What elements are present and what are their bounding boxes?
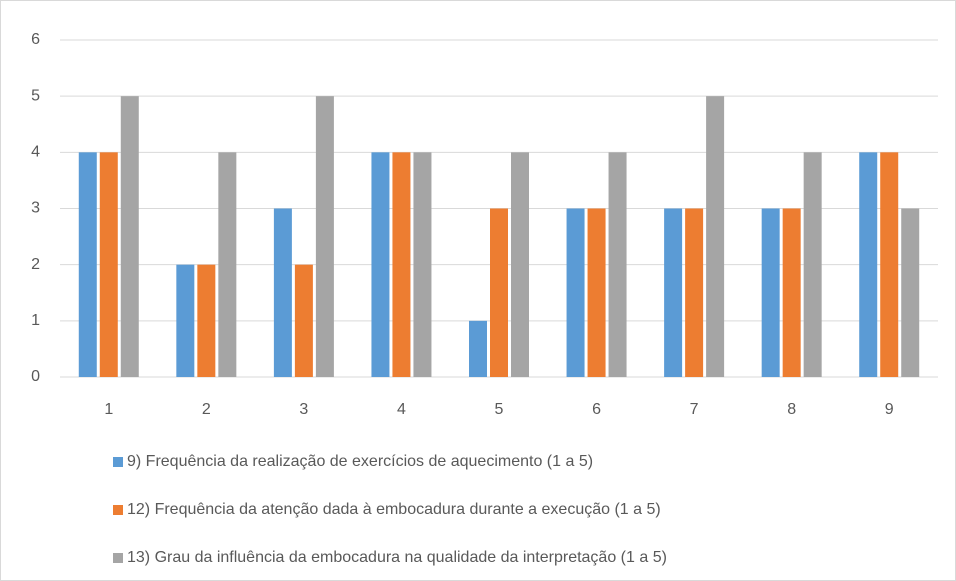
bar	[803, 152, 822, 377]
bar	[706, 96, 725, 378]
y-tick-label: 1	[31, 312, 40, 329]
bar	[294, 264, 313, 377]
bar	[901, 208, 920, 377]
bar	[608, 152, 627, 377]
bar	[197, 264, 216, 377]
bar	[218, 152, 237, 377]
x-tick-label: 7	[690, 401, 699, 418]
y-tick-label: 2	[31, 256, 40, 273]
bar	[511, 152, 529, 377]
y-tick-label: 4	[31, 144, 40, 161]
bar	[782, 208, 801, 377]
bar	[120, 96, 139, 378]
x-tick-label: 3	[299, 401, 308, 418]
y-tick-label: 0	[31, 368, 40, 385]
bar	[78, 152, 97, 377]
y-tick-label: 6	[31, 31, 40, 48]
y-tick-label: 5	[31, 87, 40, 104]
x-tick-label: 6	[592, 401, 601, 418]
bar	[392, 152, 411, 377]
bar	[273, 208, 292, 377]
bar	[469, 320, 487, 377]
legend-label: 12) Frequência da atenção dada à embocad…	[127, 501, 661, 518]
legend-swatch	[113, 505, 123, 515]
bar	[490, 208, 508, 377]
y-tick-label: 3	[31, 200, 40, 217]
x-tick-label: 8	[787, 401, 796, 418]
bar	[315, 96, 334, 378]
bar	[664, 208, 683, 377]
bar	[413, 152, 432, 377]
legend-label: 13) Grau da influência da embocadura na …	[127, 549, 667, 566]
bar	[685, 208, 704, 377]
x-tick-label: 2	[202, 401, 211, 418]
bar	[587, 208, 606, 377]
bar	[176, 264, 195, 377]
x-tick-label: 5	[495, 401, 504, 418]
x-tick-label: 4	[397, 401, 406, 418]
bar	[371, 152, 390, 377]
x-tick-label: 1	[104, 401, 113, 418]
bar	[99, 152, 118, 377]
legend-swatch	[113, 457, 123, 467]
bar	[880, 152, 899, 377]
x-tick-label: 9	[885, 401, 894, 418]
legend-label: 9) Frequência da realização de exercício…	[127, 453, 593, 470]
bar	[859, 152, 878, 377]
bar	[566, 208, 585, 377]
bar	[761, 208, 780, 377]
legend-swatch	[113, 553, 123, 563]
